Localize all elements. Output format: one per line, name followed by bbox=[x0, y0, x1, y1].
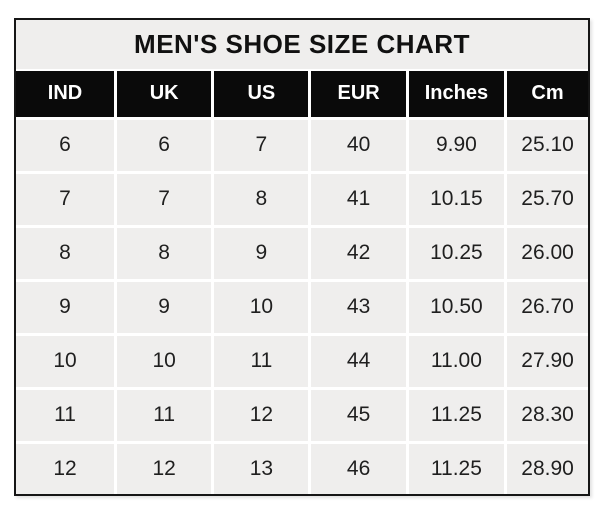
table-cell: 6 bbox=[115, 118, 215, 174]
table-cell: 12 bbox=[212, 388, 312, 444]
table-cell: 26.70 bbox=[505, 280, 588, 336]
table-cell: 12 bbox=[115, 442, 215, 494]
table-cell: 46 bbox=[309, 442, 409, 494]
table-cell: 10 bbox=[212, 280, 312, 336]
table-cell: 25.70 bbox=[505, 172, 588, 228]
column-header-us: US bbox=[212, 70, 312, 120]
column-header-inches: Inches bbox=[407, 70, 508, 120]
table-cell: 9 bbox=[115, 280, 215, 336]
shoe-size-chart: MEN'S SHOE SIZE CHART IND UK US EUR Inches Cm… bbox=[14, 18, 590, 496]
table-cell: 9.90 bbox=[407, 118, 508, 174]
table-cell: 11 bbox=[115, 388, 215, 444]
table-cell: 9 bbox=[16, 280, 118, 336]
table-cell: 7 bbox=[212, 118, 312, 174]
table-row: 6 6 7 40 9.90 25.10 bbox=[16, 118, 588, 174]
table-cell: 10.15 bbox=[407, 172, 508, 228]
table-cell: 45 bbox=[309, 388, 409, 444]
column-header-uk: UK bbox=[115, 70, 215, 120]
table-cell: 44 bbox=[309, 334, 409, 390]
table-cell: 8 bbox=[16, 226, 118, 282]
table-cell: 12 bbox=[16, 442, 118, 494]
table-cell: 11.25 bbox=[407, 388, 508, 444]
table-cell: 41 bbox=[309, 172, 409, 228]
table-row: 9 9 10 43 10.50 26.70 bbox=[16, 280, 588, 336]
table-cell: 42 bbox=[309, 226, 409, 282]
table-cell: 9 bbox=[212, 226, 312, 282]
header-row: IND UK US EUR Inches Cm bbox=[16, 70, 588, 120]
table-cell: 11.00 bbox=[407, 334, 508, 390]
title-row: MEN'S SHOE SIZE CHART bbox=[16, 20, 588, 71]
table-cell: 28.30 bbox=[505, 388, 588, 444]
table-cell: 11 bbox=[16, 388, 118, 444]
table-cell: 11 bbox=[212, 334, 312, 390]
table-cell: 6 bbox=[16, 118, 118, 174]
table-cell: 11.25 bbox=[407, 442, 508, 494]
column-header-cm: Cm bbox=[505, 70, 588, 120]
table-cell: 7 bbox=[115, 172, 215, 228]
size-table: MEN'S SHOE SIZE CHART IND UK US EUR Inches Cm… bbox=[16, 20, 588, 494]
table-cell: 43 bbox=[309, 280, 409, 336]
table-cell: 25.10 bbox=[505, 118, 588, 174]
table-cell: 40 bbox=[309, 118, 409, 174]
column-header-eur: EUR bbox=[309, 70, 409, 120]
table-row: 12 12 13 46 11.25 28.90 bbox=[16, 442, 588, 494]
table-row: 11 11 12 45 11.25 28.30 bbox=[16, 388, 588, 444]
table-cell: 10 bbox=[16, 334, 118, 390]
table-row: 8 8 9 42 10.25 26.00 bbox=[16, 226, 588, 282]
table-body: 6 6 7 40 9.90 25.10 7 7 8 41 10.15 25.70 8 8 9 42 10.25 2… bbox=[16, 118, 588, 494]
table-cell: 8 bbox=[212, 172, 312, 228]
table-row: 7 7 8 41 10.15 25.70 bbox=[16, 172, 588, 228]
table-cell: 10 bbox=[115, 334, 215, 390]
table-cell: 28.90 bbox=[505, 442, 588, 494]
table-cell: 27.90 bbox=[505, 334, 588, 390]
table-cell: 13 bbox=[212, 442, 312, 494]
chart-title: MEN'S SHOE SIZE CHART bbox=[16, 20, 588, 71]
table-cell: 10.25 bbox=[407, 226, 508, 282]
table-cell: 26.00 bbox=[505, 226, 588, 282]
table-cell: 10.50 bbox=[407, 280, 508, 336]
column-header-ind: IND bbox=[16, 70, 118, 120]
table-cell: 8 bbox=[115, 226, 215, 282]
table-row: 10 10 11 44 11.00 27.90 bbox=[16, 334, 588, 390]
table-cell: 7 bbox=[16, 172, 118, 228]
